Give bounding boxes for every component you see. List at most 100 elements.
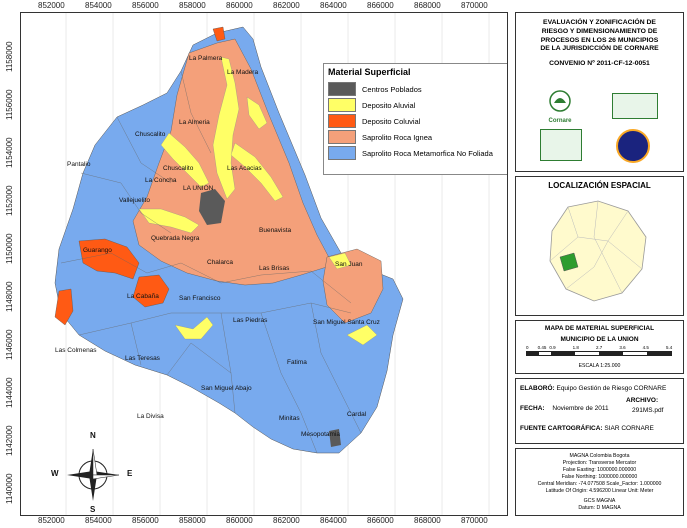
legend-item: Deposito Coluvial (328, 113, 507, 129)
left-tick-label: 1158000 (5, 41, 14, 72)
legend-item: Centros Poblados (328, 81, 507, 97)
cornare-logo-icon (549, 90, 571, 112)
left-tick-label: 1154000 (5, 137, 14, 168)
zone-centros-poblados (199, 189, 341, 447)
label-chalarca: Chalarca (207, 259, 234, 266)
legend-item: Deposito Aluvial (328, 97, 507, 113)
label-las-piedras: Las Piedras (233, 317, 268, 324)
legend-swatch (328, 130, 356, 144)
projection-panel: MAGNA Colombia Bogota Projection: Transv… (515, 448, 684, 516)
location-panel: LOCALIZACIÓN ESPACIAL (515, 176, 684, 316)
scale-tick-label: 5.4 (666, 345, 673, 350)
top-tick-label: 852000 (38, 1, 65, 10)
proj-line: GCS MAGNA (583, 498, 616, 505)
fuente-label: FUENTE CARTOGRÁFICA: (520, 425, 603, 432)
left-tick-label: 1146000 (5, 329, 14, 360)
compass-w: W (51, 469, 59, 478)
label-la-concha: La Concha (145, 177, 177, 184)
label-las-teresas: Las Teresas (125, 355, 160, 362)
legend-title: Material Superficial (328, 67, 411, 77)
scale-tick-label: 4.5 (642, 345, 649, 350)
proj-line: False Easting: 1000000.000000 (562, 467, 637, 474)
scale-bar (526, 351, 672, 357)
label-las-colmenas: Las Colmenas (55, 347, 97, 354)
fecha-label: FECHA: (520, 405, 545, 412)
label-las-acacias: Las Acacias (227, 165, 262, 172)
map-canvas[interactable] (21, 13, 507, 515)
label-fatima: Fatima (287, 359, 307, 366)
bottom-tick-label: 854000 (85, 516, 112, 525)
label-la-cabana: La Cabaña (127, 293, 159, 300)
scale-tick-label: 0.45 (537, 345, 547, 350)
label-chuscalito-2: Chuscalito (163, 165, 194, 172)
location-map (549, 200, 647, 302)
scale-tick-label: 3.6 (619, 345, 626, 350)
legend-swatch (328, 82, 356, 96)
bottom-tick-label: 870000 (461, 516, 488, 525)
proj-line: MAGNA Colombia Bogota (569, 453, 630, 459)
title-line: DE LA JURISDICCIÓN DE CORNARE (540, 45, 659, 53)
label-chuscalito: Chuscalito (135, 131, 166, 138)
label-guarango: Guarango (83, 247, 112, 254)
top-tick-label: 868000 (414, 1, 441, 10)
scale-tick-label: 2.7 (596, 345, 603, 350)
label-la-madera: La Madera (227, 69, 259, 76)
map-frame: La Palmera La Madera La Almeria Chuscali… (20, 12, 508, 516)
top-tick-label: 854000 (85, 1, 112, 10)
title-line: EVALUACIÓN Y ZONIFICACIÓN DE (543, 19, 656, 26)
fecha-value: Noviembre de 2011 (552, 405, 609, 412)
proj-line: Projection: Transverse Mercator (562, 460, 637, 467)
escala: ESCALA 1:25.000 (578, 363, 621, 369)
legend-label: Saprolito Roca Ignea (362, 132, 433, 142)
left-tick-label: 1140000 (5, 473, 14, 504)
legend-item: Saprolito Roca Ignea (328, 129, 507, 145)
top-tick-label: 862000 (273, 1, 300, 10)
scale-ticks: 0 0.45 0.9 1.8 2.7 3.6 4.5 5.4 (526, 345, 672, 351)
zone-deposito-aluvial (138, 56, 378, 346)
location-title: LOCALIZACIÓN ESPACIAL (548, 181, 651, 190)
fuente-value: SIAR CORNARE (604, 425, 654, 432)
left-tick-label: 1152000 (5, 185, 14, 216)
proj-line: Latitude Of Origin: 4.596200 Linear Unit… (545, 488, 654, 495)
top-tick-label: 858000 (179, 1, 206, 10)
bottom-tick-label: 858000 (179, 516, 206, 525)
top-tick-label: 870000 (461, 1, 488, 10)
left-tick-label: 1144000 (5, 377, 14, 408)
bottom-tick-label: 864000 (320, 516, 347, 525)
top-tick-label: 860000 (226, 1, 253, 10)
left-tick-label: 1142000 (5, 425, 14, 456)
convenio: CONVENIO Nº 2011-CF-12-0051 (549, 60, 650, 68)
label-minitas: Minitas (279, 415, 300, 422)
title-line: PROCESOS EN LOS 26 MUNICIPIOS (540, 36, 659, 44)
label-pantalio: Pantalio (67, 161, 91, 168)
scale-panel: MAPA DE MATERIAL SUPERFICIAL MUNICIPIO D… (515, 320, 684, 374)
proj-line: Datum: D MAGNA (578, 505, 621, 512)
legend-label: Deposito Aluvial (362, 100, 416, 110)
left-tick-label: 1156000 (5, 89, 14, 120)
label-san-juan: San Juan (335, 261, 363, 268)
left-tick-label: 1150000 (5, 233, 14, 264)
label-cardal: Cardal (347, 411, 367, 418)
logo-gov-2 (540, 129, 582, 161)
legend-swatch (328, 98, 356, 112)
elaboro-value: Equipo Gestión de Riesgo CORNARE (556, 385, 667, 392)
legend-label: Centros Poblados (362, 84, 422, 94)
title-panel: EVALUACIÓN Y ZONIFICACIÓN DE RIESGO Y DI… (515, 12, 684, 172)
top-tick-label: 856000 (132, 1, 159, 10)
label-san-miguel-abajo: San Miguel Abajo (201, 385, 252, 392)
logo-antioquia (616, 129, 650, 163)
legend-label: Saprolito Roca Metamorfica No Foliada (362, 148, 493, 158)
bottom-tick-label: 866000 (367, 516, 394, 525)
left-tick-label: 1148000 (5, 281, 14, 312)
legend-swatch (328, 146, 356, 160)
bottom-tick-label: 860000 (226, 516, 253, 525)
bottom-tick-label: 856000 (132, 516, 159, 525)
top-tick-label: 864000 (320, 1, 347, 10)
scale-tick-label: 0 (526, 345, 529, 350)
scale-tick-label: 0.9 (549, 345, 556, 350)
label-san-francisco: San Francisco (179, 295, 221, 302)
label-san-miguel-santa-cruz: San Miguel Santa Cruz (313, 319, 380, 326)
logo-cornare-text: Cornare (548, 118, 572, 124)
map-type-title: MAPA DE MATERIAL SUPERFICIAL (544, 325, 655, 332)
proj-line: Central Meridian: -74.077508 Scale_Facto… (537, 481, 662, 488)
